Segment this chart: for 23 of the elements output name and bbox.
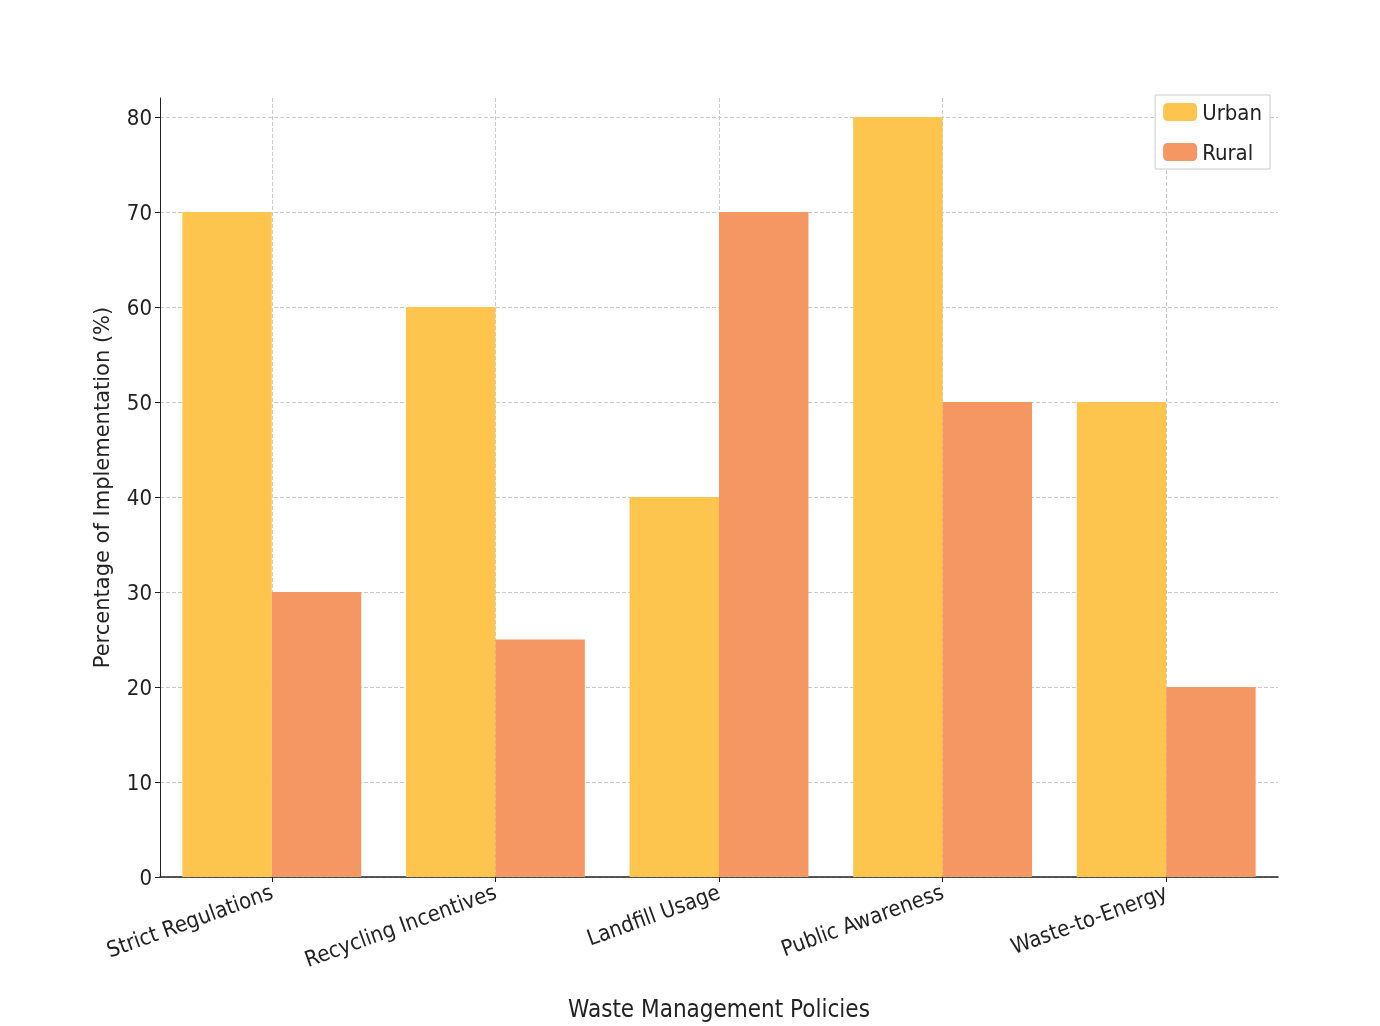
- legend-label: Urban: [1202, 99, 1263, 125]
- bar: [1076, 402, 1167, 877]
- bar: [853, 117, 943, 877]
- bar: [1166, 687, 1256, 877]
- y-axis-title: Percentage of Implementation (%): [89, 306, 114, 669]
- bar: [719, 212, 809, 877]
- bar: [271, 592, 362, 877]
- y-tick-label: 10: [126, 769, 152, 795]
- bar: [405, 307, 496, 877]
- y-tick-label: 50: [126, 389, 152, 415]
- legend-label: Rural: [1202, 139, 1254, 165]
- bar: [182, 212, 272, 877]
- bar: [942, 402, 1033, 877]
- y-tick-label: 30: [126, 579, 152, 605]
- x-axis-title: Waste Management Policies: [568, 995, 870, 1023]
- bar: [495, 639, 585, 877]
- y-tick-label: 70: [126, 199, 152, 225]
- y-tick-label: 0: [139, 864, 152, 890]
- bar: [629, 497, 719, 877]
- y-tick-label: 40: [126, 484, 152, 510]
- y-tick-label: 80: [126, 104, 152, 130]
- y-tick-label: 60: [126, 294, 152, 320]
- y-tick-label: 20: [126, 674, 152, 700]
